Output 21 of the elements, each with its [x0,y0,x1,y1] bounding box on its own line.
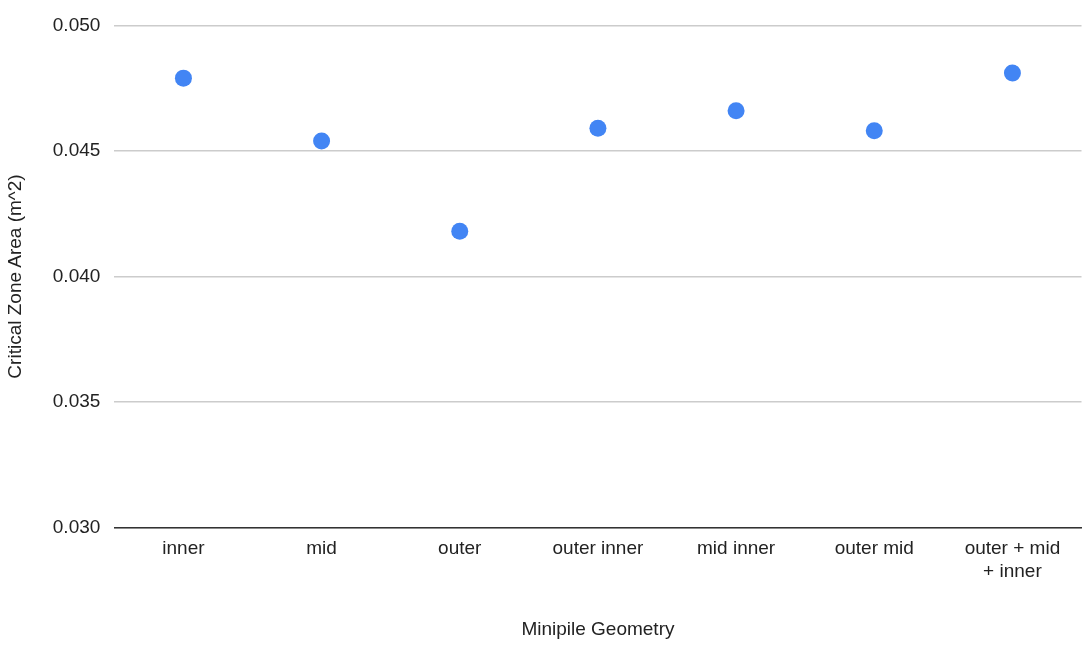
x-axis-title: Minipile Geometry [521,617,675,639]
y-tick-label: 0.045 [52,139,101,161]
x-tick-label: outer inner [552,537,645,559]
y-tick-label: 0.050 [52,13,101,35]
x-tick-label: mid [306,537,337,559]
x-tick-label: outer mid [834,537,914,559]
point [1003,64,1021,82]
x-tick-label: mid inner [697,537,776,559]
y-tick-label: 0.040 [52,264,101,286]
point [313,132,331,150]
point [727,102,745,120]
x-tick-label: outer [438,537,483,559]
y-axis-title: Critical Zone Area (m^2) [3,174,25,379]
x-tick-label: inner [162,537,206,559]
point [589,119,607,137]
x-tick-label: outer + mid + inner [964,537,1061,582]
point [451,222,469,240]
point [174,69,192,87]
y-tick-label: 0.030 [52,515,101,537]
y-tick-label: 0.035 [52,390,101,412]
point [865,122,883,140]
